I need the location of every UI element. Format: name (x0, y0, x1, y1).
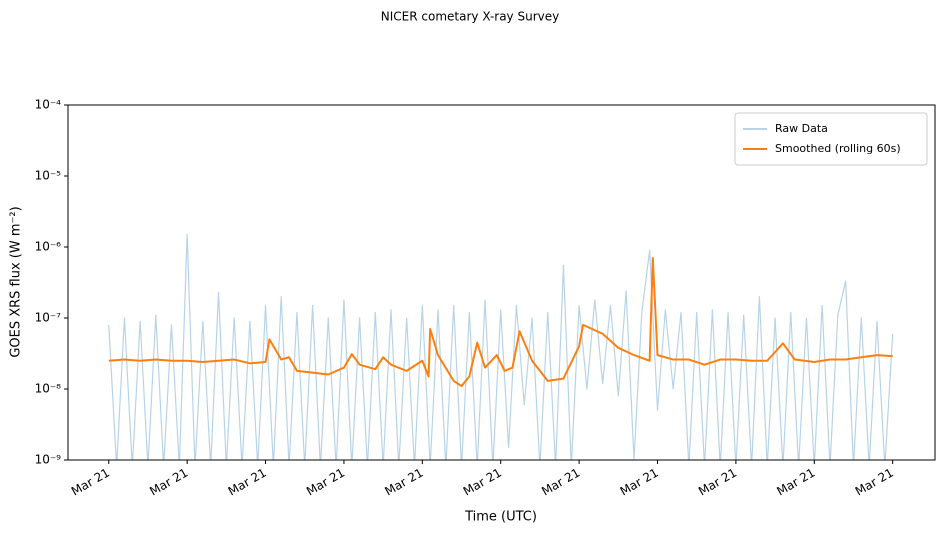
x-tick-label: Mar 21 (618, 466, 661, 499)
x-tick-label: Mar 21 (226, 466, 269, 499)
x-tick-label: Mar 21 (696, 466, 739, 499)
x-tick-label: Mar 21 (147, 466, 190, 499)
data-line (108, 257, 893, 388)
y-tick-label: 10⁻⁵ (35, 169, 62, 183)
x-tick-label: Mar 21 (774, 466, 817, 499)
data-line (108, 233, 894, 460)
legend-label: Smoothed (rolling 60s) (775, 142, 901, 155)
x-tick-label: Mar 21 (69, 466, 112, 499)
y-tick-label: 10⁻⁸ (35, 382, 62, 396)
x-axis-label: Time (UTC) (464, 510, 537, 525)
plot-frame (67, 104, 936, 461)
y-tick-label: 10⁻⁷ (35, 311, 62, 325)
plot-area (108, 233, 894, 460)
legend-box (734, 112, 928, 166)
x-tick-label: Mar 21 (382, 466, 425, 499)
x-tick-label: Mar 21 (461, 466, 504, 499)
y-axis-label: GOES XRS flux (W m⁻²) (9, 206, 24, 357)
legend-label: Raw Data (775, 122, 828, 135)
chart-title: NICER cometary X-ray Survey (381, 10, 559, 24)
y-tick-label: 10⁻⁴ (35, 98, 62, 112)
y-tick-label: 10⁻⁶ (35, 240, 62, 254)
x-tick-label: Mar 21 (304, 466, 347, 499)
y-tick-label: 10⁻⁹ (35, 453, 62, 467)
x-tick-label: Mar 21 (853, 466, 896, 499)
x-tick-label: Mar 21 (539, 466, 582, 499)
